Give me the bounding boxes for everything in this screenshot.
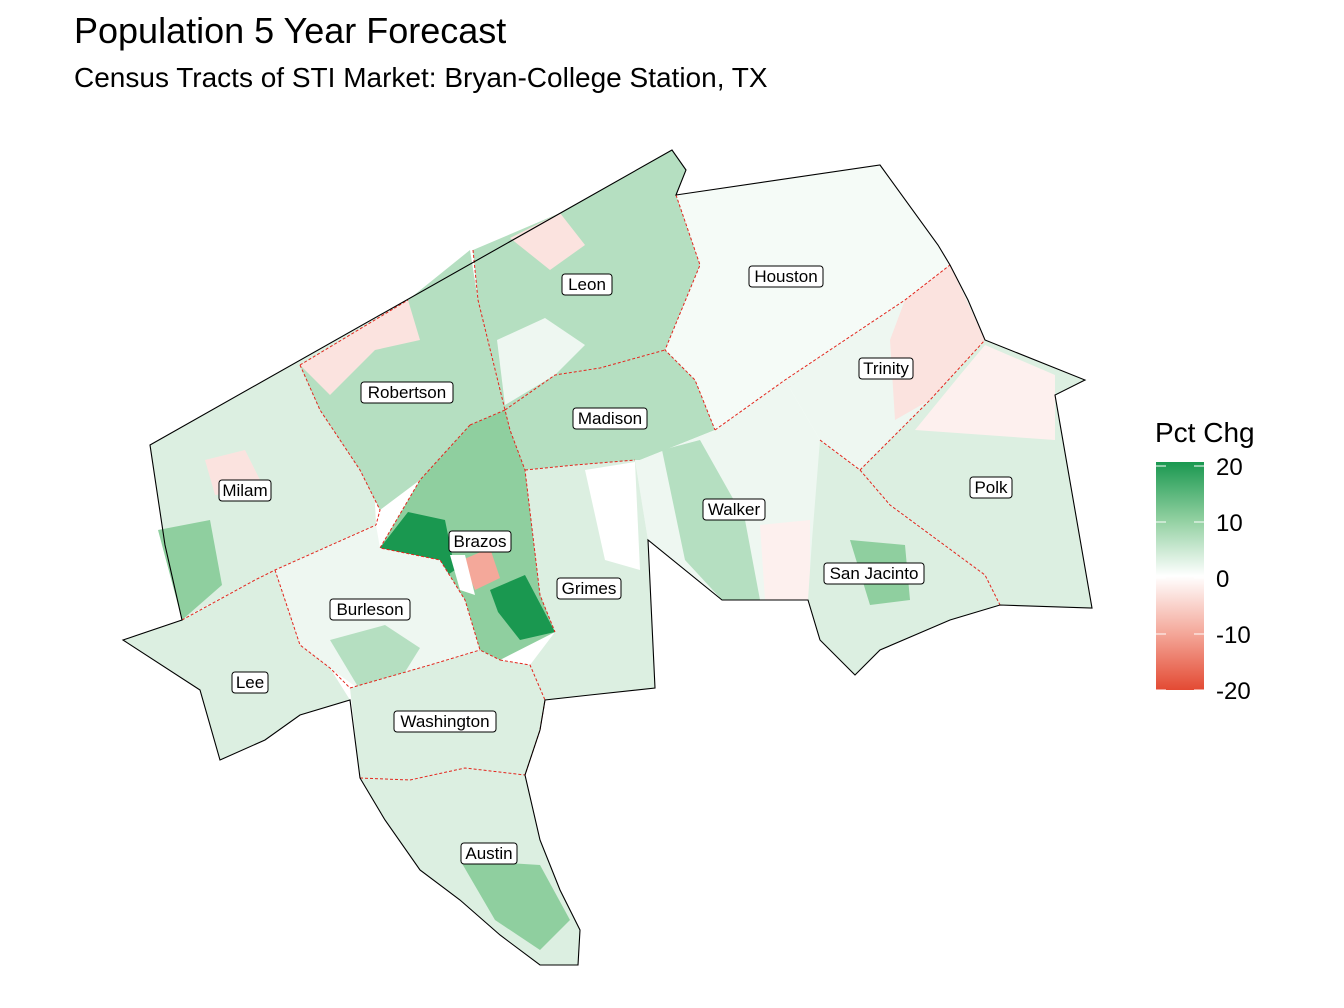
tract-trinity-neg (890, 265, 985, 420)
map-subtitle: Census Tracts of STI Market: Bryan-Colle… (74, 62, 768, 93)
tract-grimes-white (585, 462, 640, 570)
county-boundaries (181, 194, 1001, 781)
legend-title: Pct Chg (1155, 417, 1255, 448)
svg-text:Burleson: Burleson (336, 600, 403, 619)
label-lee: Lee (231, 671, 269, 694)
county-line (664, 194, 716, 431)
tract-leon-light (497, 318, 585, 405)
svg-text:Houston: Houston (754, 267, 817, 286)
county-line (524, 459, 636, 471)
svg-text:Austin: Austin (465, 844, 512, 863)
label-leon: Leon (561, 273, 613, 296)
tract-leon-neg (510, 213, 585, 270)
tract-robertson-neg (300, 300, 420, 395)
legend-tick-label: 0 (1216, 566, 1229, 593)
county-line (819, 439, 1001, 606)
svg-text:Brazos: Brazos (454, 532, 507, 551)
tract-brazos-core-white (450, 555, 475, 595)
label-milam: Milam (218, 479, 272, 502)
label-austin: Austin (460, 842, 518, 865)
tract-austin-green (460, 860, 570, 950)
tract-brazos-core (462, 548, 500, 590)
tract-milam-south (158, 520, 222, 620)
svg-text:Milam: Milam (222, 481, 267, 500)
label-polk: Polk (969, 476, 1013, 499)
label-san-jacinto: San Jacinto (823, 562, 925, 585)
svg-text:Lee: Lee (236, 673, 264, 692)
svg-text:Grimes: Grimes (562, 579, 617, 598)
tract-brazos-dark-south (490, 575, 555, 640)
county-line (859, 339, 986, 471)
tract-houston (665, 165, 950, 430)
county-line (359, 767, 526, 781)
svg-text:Walker: Walker (708, 500, 761, 519)
legend-tick-label: 20 (1216, 454, 1243, 481)
svg-text:Washington: Washington (400, 712, 489, 731)
label-brazos: Brazos (448, 530, 512, 553)
svg-text:San Jacinto: San Jacinto (830, 564, 919, 583)
label-burleson: Burleson (329, 598, 411, 621)
label-grimes: Grimes (556, 577, 622, 600)
county-labels: Leon Houston Robertson Trinity Madison M… (218, 265, 1013, 865)
county-line (469, 409, 556, 633)
county-line (181, 524, 377, 621)
map-title: Population 5 Year Forecast (74, 10, 507, 51)
label-washington: Washington (393, 710, 497, 733)
svg-text:Trinity: Trinity (863, 359, 909, 378)
tract-walker-neg (760, 520, 810, 600)
svg-text:Robertson: Robertson (368, 383, 446, 402)
market-outline (121, 149, 1093, 966)
svg-text:Polk: Polk (974, 478, 1008, 497)
legend-tick-label: 10 (1216, 510, 1243, 537)
tract-burleson-green (330, 625, 420, 690)
label-houston: Houston (748, 265, 824, 288)
svg-text:Madison: Madison (578, 409, 642, 428)
county-line (499, 659, 546, 776)
legend-colorbar (1156, 462, 1204, 690)
tract-fills (123, 150, 1092, 965)
legend: Pct Chg 20 10 0 -10 -20 (1155, 417, 1255, 705)
label-walker: Walker (702, 498, 766, 521)
svg-text:Leon: Leon (568, 275, 606, 294)
county-line (504, 349, 666, 411)
market-outline-west (121, 149, 1093, 966)
legend-tick-label: -20 (1216, 678, 1251, 705)
tract-polk-neg (915, 345, 1055, 440)
tract-robertson (300, 250, 505, 510)
county-line (274, 569, 351, 689)
county-line (472, 249, 506, 411)
legend-tick-label: -10 (1216, 622, 1251, 649)
legend-ticks: 20 10 0 -10 -20 (1156, 454, 1251, 705)
label-trinity: Trinity (858, 357, 914, 380)
county-line (349, 649, 481, 689)
county-line (299, 299, 409, 366)
label-madison: Madison (572, 407, 648, 430)
county-line (299, 364, 381, 526)
label-robertson: Robertson (360, 381, 454, 404)
tract-lee (123, 570, 350, 760)
